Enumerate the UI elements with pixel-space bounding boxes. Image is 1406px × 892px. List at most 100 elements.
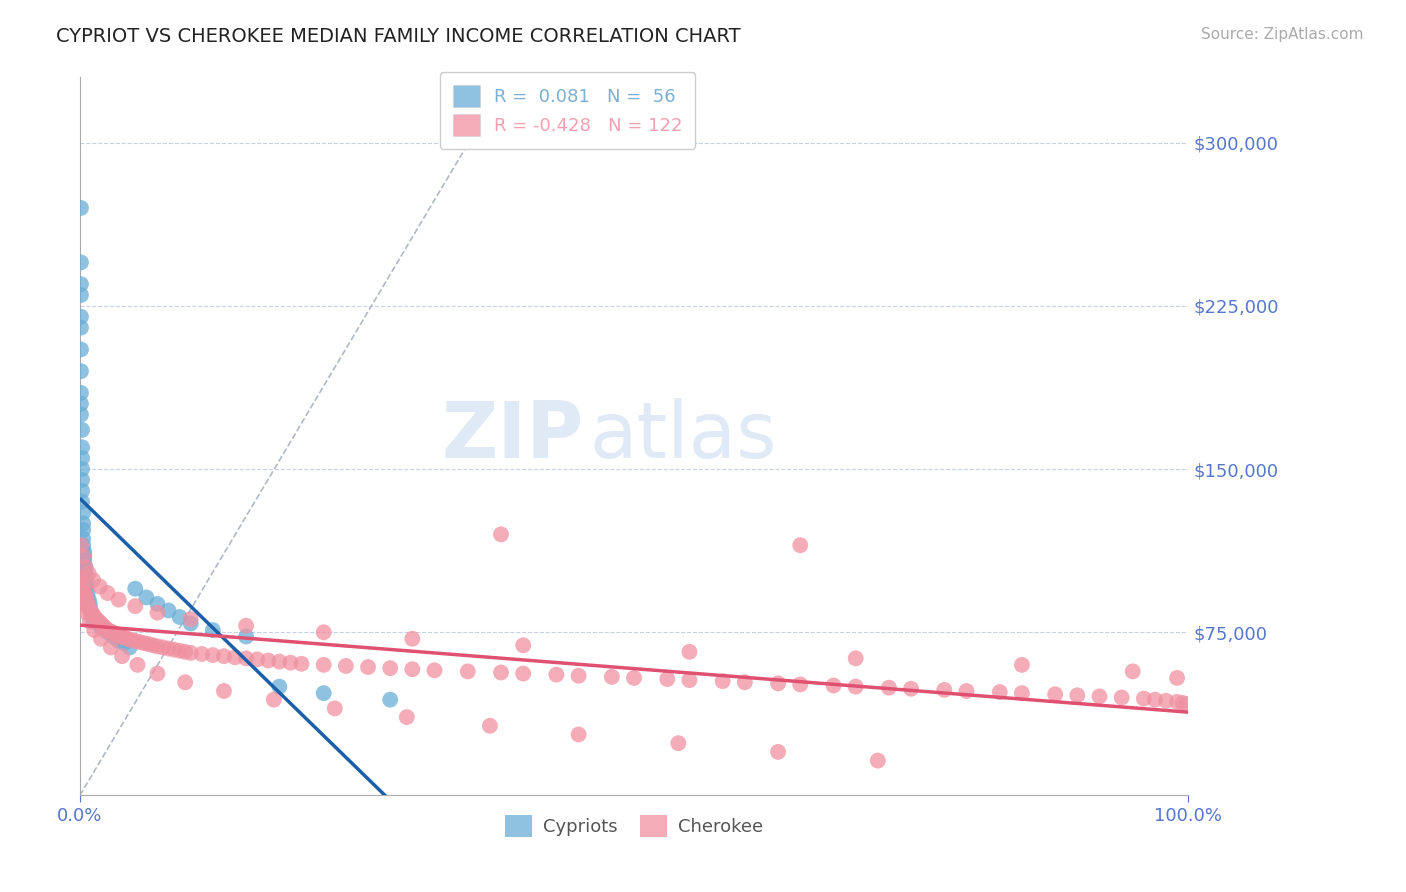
Point: [124, 599, 146, 614]
Point: [72, 506, 94, 520]
Point: [312, 657, 335, 672]
Point: [79, 603, 101, 617]
Point: [180, 646, 202, 660]
Point: [1166, 695, 1188, 709]
Point: [72, 582, 94, 596]
Point: [76, 575, 98, 590]
Point: [70, 583, 93, 598]
Text: atlas: atlas: [589, 399, 778, 475]
Point: [111, 649, 134, 664]
Point: [70, 423, 93, 437]
Point: [423, 663, 446, 677]
Point: [1011, 686, 1033, 700]
Point: [107, 592, 129, 607]
Point: [90, 632, 112, 646]
Point: [80, 603, 103, 617]
Point: [512, 666, 534, 681]
Point: [86, 615, 108, 629]
Point: [169, 644, 191, 658]
Point: [70, 440, 93, 454]
Point: [395, 710, 418, 724]
Point: [86, 612, 108, 626]
Point: [789, 677, 811, 691]
Point: [380, 692, 402, 706]
Point: [76, 592, 98, 607]
Point: [1043, 687, 1066, 701]
Point: [118, 640, 141, 655]
Point: [70, 385, 93, 400]
Point: [73, 553, 96, 567]
Point: [124, 582, 146, 596]
Point: [163, 642, 186, 657]
Text: Source: ZipAtlas.com: Source: ZipAtlas.com: [1201, 27, 1364, 42]
Point: [174, 675, 197, 690]
Point: [70, 201, 93, 215]
Point: [83, 623, 105, 637]
Point: [70, 575, 93, 590]
Point: [89, 618, 111, 632]
Point: [82, 615, 104, 629]
Point: [845, 651, 868, 665]
Point: [107, 634, 129, 648]
Point: [70, 577, 93, 591]
Point: [87, 615, 110, 629]
Point: [845, 680, 868, 694]
Point: [174, 645, 197, 659]
Point: [100, 640, 122, 655]
Point: [76, 597, 98, 611]
Point: [666, 736, 689, 750]
Point: [323, 701, 346, 715]
Point: [75, 571, 97, 585]
Point: [80, 607, 103, 622]
Point: [246, 652, 269, 666]
Point: [134, 636, 156, 650]
Point: [112, 636, 135, 650]
Point: [72, 523, 94, 537]
Point: [79, 597, 101, 611]
Text: ZIP: ZIP: [441, 399, 583, 475]
Point: [380, 661, 402, 675]
Point: [180, 612, 202, 626]
Point: [157, 603, 180, 617]
Point: [76, 582, 98, 596]
Point: [1066, 689, 1088, 703]
Point: [235, 630, 257, 644]
Point: [1133, 691, 1156, 706]
Point: [72, 532, 94, 546]
Point: [127, 657, 149, 672]
Point: [789, 538, 811, 552]
Point: [877, 681, 900, 695]
Point: [734, 675, 756, 690]
Point: [97, 623, 120, 637]
Point: [105, 627, 128, 641]
Point: [73, 545, 96, 559]
Point: [70, 397, 93, 411]
Point: [73, 549, 96, 563]
Point: [70, 364, 93, 378]
Point: [70, 343, 93, 357]
Point: [157, 641, 180, 656]
Point: [1175, 697, 1198, 711]
Point: [70, 462, 93, 476]
Point: [82, 573, 104, 587]
Point: [312, 625, 335, 640]
Point: [91, 621, 114, 635]
Point: [169, 610, 191, 624]
Point: [401, 632, 423, 646]
Point: [124, 634, 146, 648]
Point: [111, 630, 134, 644]
Point: [1143, 692, 1166, 706]
Point: [70, 277, 93, 292]
Point: [70, 320, 93, 334]
Point: [201, 648, 224, 662]
Point: [70, 255, 93, 269]
Point: [103, 626, 125, 640]
Point: [235, 651, 257, 665]
Point: [201, 623, 224, 637]
Point: [623, 671, 645, 685]
Point: [117, 632, 139, 646]
Point: [70, 451, 93, 466]
Point: [146, 597, 169, 611]
Point: [191, 647, 214, 661]
Point: [146, 666, 169, 681]
